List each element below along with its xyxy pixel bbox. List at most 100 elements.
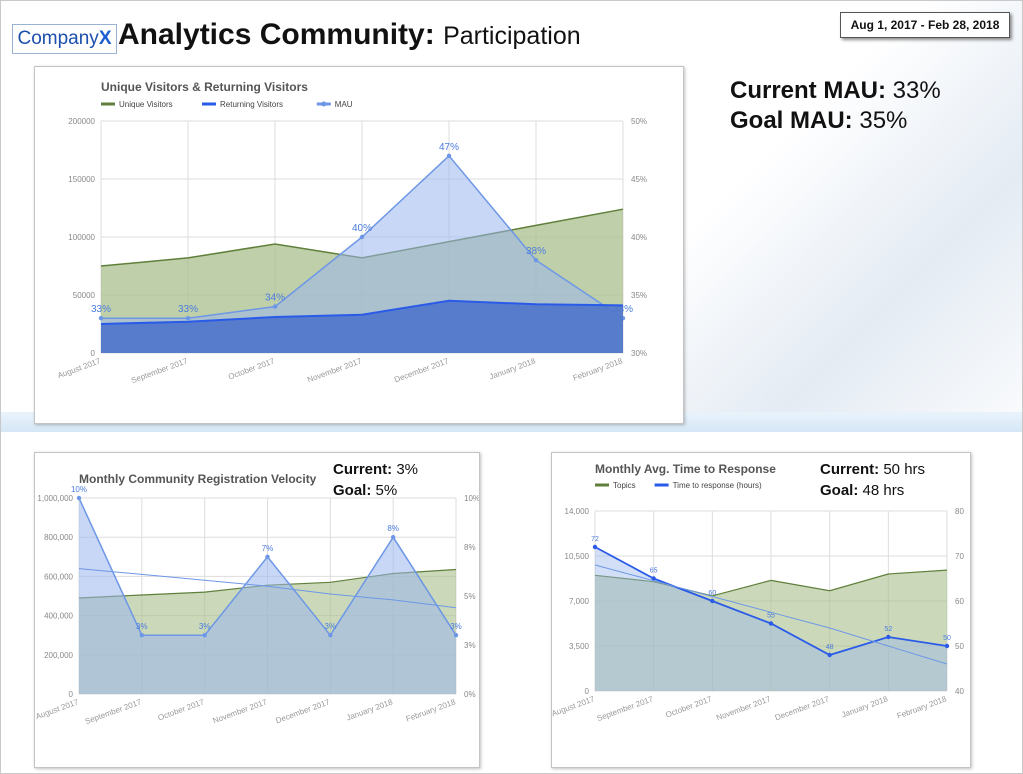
series-point-time-to-response [827, 652, 832, 658]
registration-current-value: 3% [396, 461, 419, 478]
y-right-tick-label: 50% [631, 117, 647, 126]
page-title-sub: Participation [443, 22, 581, 50]
response-goal-label: Goal: [820, 482, 859, 499]
data-label: 3% [199, 622, 211, 631]
chart-title: Monthly Community Registration Velocity [79, 472, 317, 486]
series-area-registration-velocity [79, 498, 456, 694]
y-left-tick-label: 150000 [68, 175, 95, 184]
logo-text: Company [17, 28, 99, 49]
data-label: 72 [591, 536, 599, 543]
series-point-time-to-response [592, 544, 598, 550]
x-tick-label: October 2017 [227, 356, 276, 381]
response-chart: Monthly Avg. Time to Response 0 3,500 7,000… [552, 462, 964, 723]
legend-label: Returning Visitors [220, 100, 283, 109]
series-point-time-to-response [710, 598, 715, 604]
series-point-mau [359, 234, 365, 240]
data-label: 50 [943, 635, 951, 642]
y-left-tick-label: 800,000 [44, 533, 73, 542]
registration-current-label: Current: [333, 461, 393, 478]
data-label: 38% [526, 246, 546, 257]
visitors-chart: Unique Visitors & Returning Visitors 0 500… [56, 80, 647, 385]
y-right-tick-label: 10% [464, 494, 479, 503]
data-label: 3% [136, 622, 148, 631]
x-tick-label: August 2017 [552, 694, 596, 718]
registration-current: Current: 3% [333, 459, 418, 480]
series-point-registration-velocity [202, 633, 207, 638]
registration-chart-panel: Monthly Community Registration Velocity 0… [34, 452, 480, 768]
x-tick-label: November 2017 [715, 694, 772, 722]
x-tick-label: August 2017 [56, 356, 102, 380]
legend-label: Unique Visitors [119, 100, 173, 109]
data-label: 3% [450, 622, 462, 631]
x-tick-label: November 2017 [306, 356, 363, 384]
page-title: Analytics Community: Participation [118, 18, 581, 52]
series-point-mau [272, 304, 278, 309]
y-right-tick-label: 40 [955, 687, 964, 696]
x-tick-label: September 2017 [130, 356, 189, 385]
series-point-mau [98, 316, 104, 321]
y-left-tick-label: 400,000 [44, 612, 73, 621]
series-point-mau [185, 316, 191, 321]
data-label: 55 [767, 613, 775, 620]
x-tick-label: September 2017 [596, 694, 655, 723]
legend-label: Time to response (hours) [673, 481, 762, 490]
data-label: 52 [884, 626, 892, 633]
response-kpi: Current: 50 hrs Goal: 48 hrs [820, 459, 925, 501]
series-point-mau [446, 153, 452, 158]
x-tick-label: September 2017 [84, 697, 143, 726]
data-label: 33% [91, 304, 111, 315]
y-right-tick-label: 8% [464, 543, 476, 552]
response-goal-value: 48 hrs [862, 482, 905, 499]
current-mau-value: 33% [892, 77, 941, 104]
y-right-tick-label: 50 [955, 642, 964, 651]
y-left-tick-label: 3,500 [569, 642, 590, 651]
x-tick-label: January 2018 [488, 356, 537, 381]
legend-marker [321, 101, 327, 107]
series-point-time-to-response [768, 621, 774, 626]
data-label: 34% [265, 293, 285, 304]
y-left-tick-label: 0 [91, 349, 96, 358]
response-chart-panel: Monthly Avg. Time to Response 0 3,500 7,000… [551, 452, 971, 768]
visitors-chart-panel: Unique Visitors & Returning Visitors 0 500… [34, 66, 684, 424]
y-right-tick-label: 35% [631, 291, 647, 300]
series-line-trend [594, 564, 948, 665]
goal-mau-value: 35% [859, 107, 908, 134]
response-current-label: Current: [820, 461, 880, 478]
mau-kpi: Current MAU: 33% Goal MAU: 35% [730, 76, 941, 136]
goal-mau: Goal MAU: 35% [730, 106, 941, 136]
data-label: 48 [826, 644, 834, 651]
y-right-tick-label: 5% [464, 592, 476, 601]
registration-goal-value: 5% [375, 482, 398, 499]
series-point-time-to-response [651, 576, 656, 581]
series-point-registration-velocity [265, 554, 270, 559]
response-goal: Goal: 48 hrs [820, 480, 925, 501]
legend-label: MAU [335, 100, 353, 109]
goal-mau-label: Goal MAU: [730, 107, 853, 134]
data-label: 33% [613, 304, 633, 315]
x-tick-label: October 2017 [664, 694, 713, 719]
date-range-text: Aug 1, 2017 - Feb 28, 2018 [850, 18, 1000, 32]
registration-goal: Goal: 5% [333, 480, 418, 501]
y-right-tick-label: 45% [631, 175, 647, 184]
x-tick-label: January 2018 [840, 694, 889, 719]
data-label: 33% [178, 304, 198, 315]
y-left-tick-label: 0 [69, 690, 74, 699]
y-right-tick-label: 30% [631, 349, 647, 358]
series-point-time-to-response [886, 634, 891, 640]
data-label: 60 [708, 590, 716, 597]
y-right-tick-label: 70 [955, 552, 964, 561]
y-left-tick-label: 7,000 [569, 597, 590, 606]
registration-goal-label: Goal: [333, 482, 372, 499]
series-area-time-to-response [595, 547, 947, 691]
current-mau-label: Current MAU: [730, 77, 886, 104]
data-label: 40% [352, 223, 372, 234]
y-right-tick-label: 40% [631, 233, 647, 242]
response-current: Current: 50 hrs [820, 459, 925, 480]
chart-title: Monthly Avg. Time to Response [595, 462, 776, 476]
x-tick-label: December 2017 [274, 697, 331, 725]
company-logo: Company X [12, 24, 117, 54]
x-tick-label: December 2017 [774, 694, 831, 722]
page-title-main: Analytics Community: [118, 18, 435, 51]
data-label: 3% [325, 622, 337, 631]
series-point-registration-velocity [390, 535, 396, 540]
